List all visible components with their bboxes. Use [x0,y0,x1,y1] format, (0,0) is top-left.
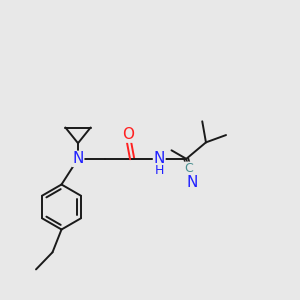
Text: C: C [184,162,193,175]
Text: N: N [187,175,198,190]
Text: N: N [154,151,165,166]
Text: H: H [154,164,164,177]
Text: O: O [122,127,134,142]
Text: N: N [72,151,84,166]
